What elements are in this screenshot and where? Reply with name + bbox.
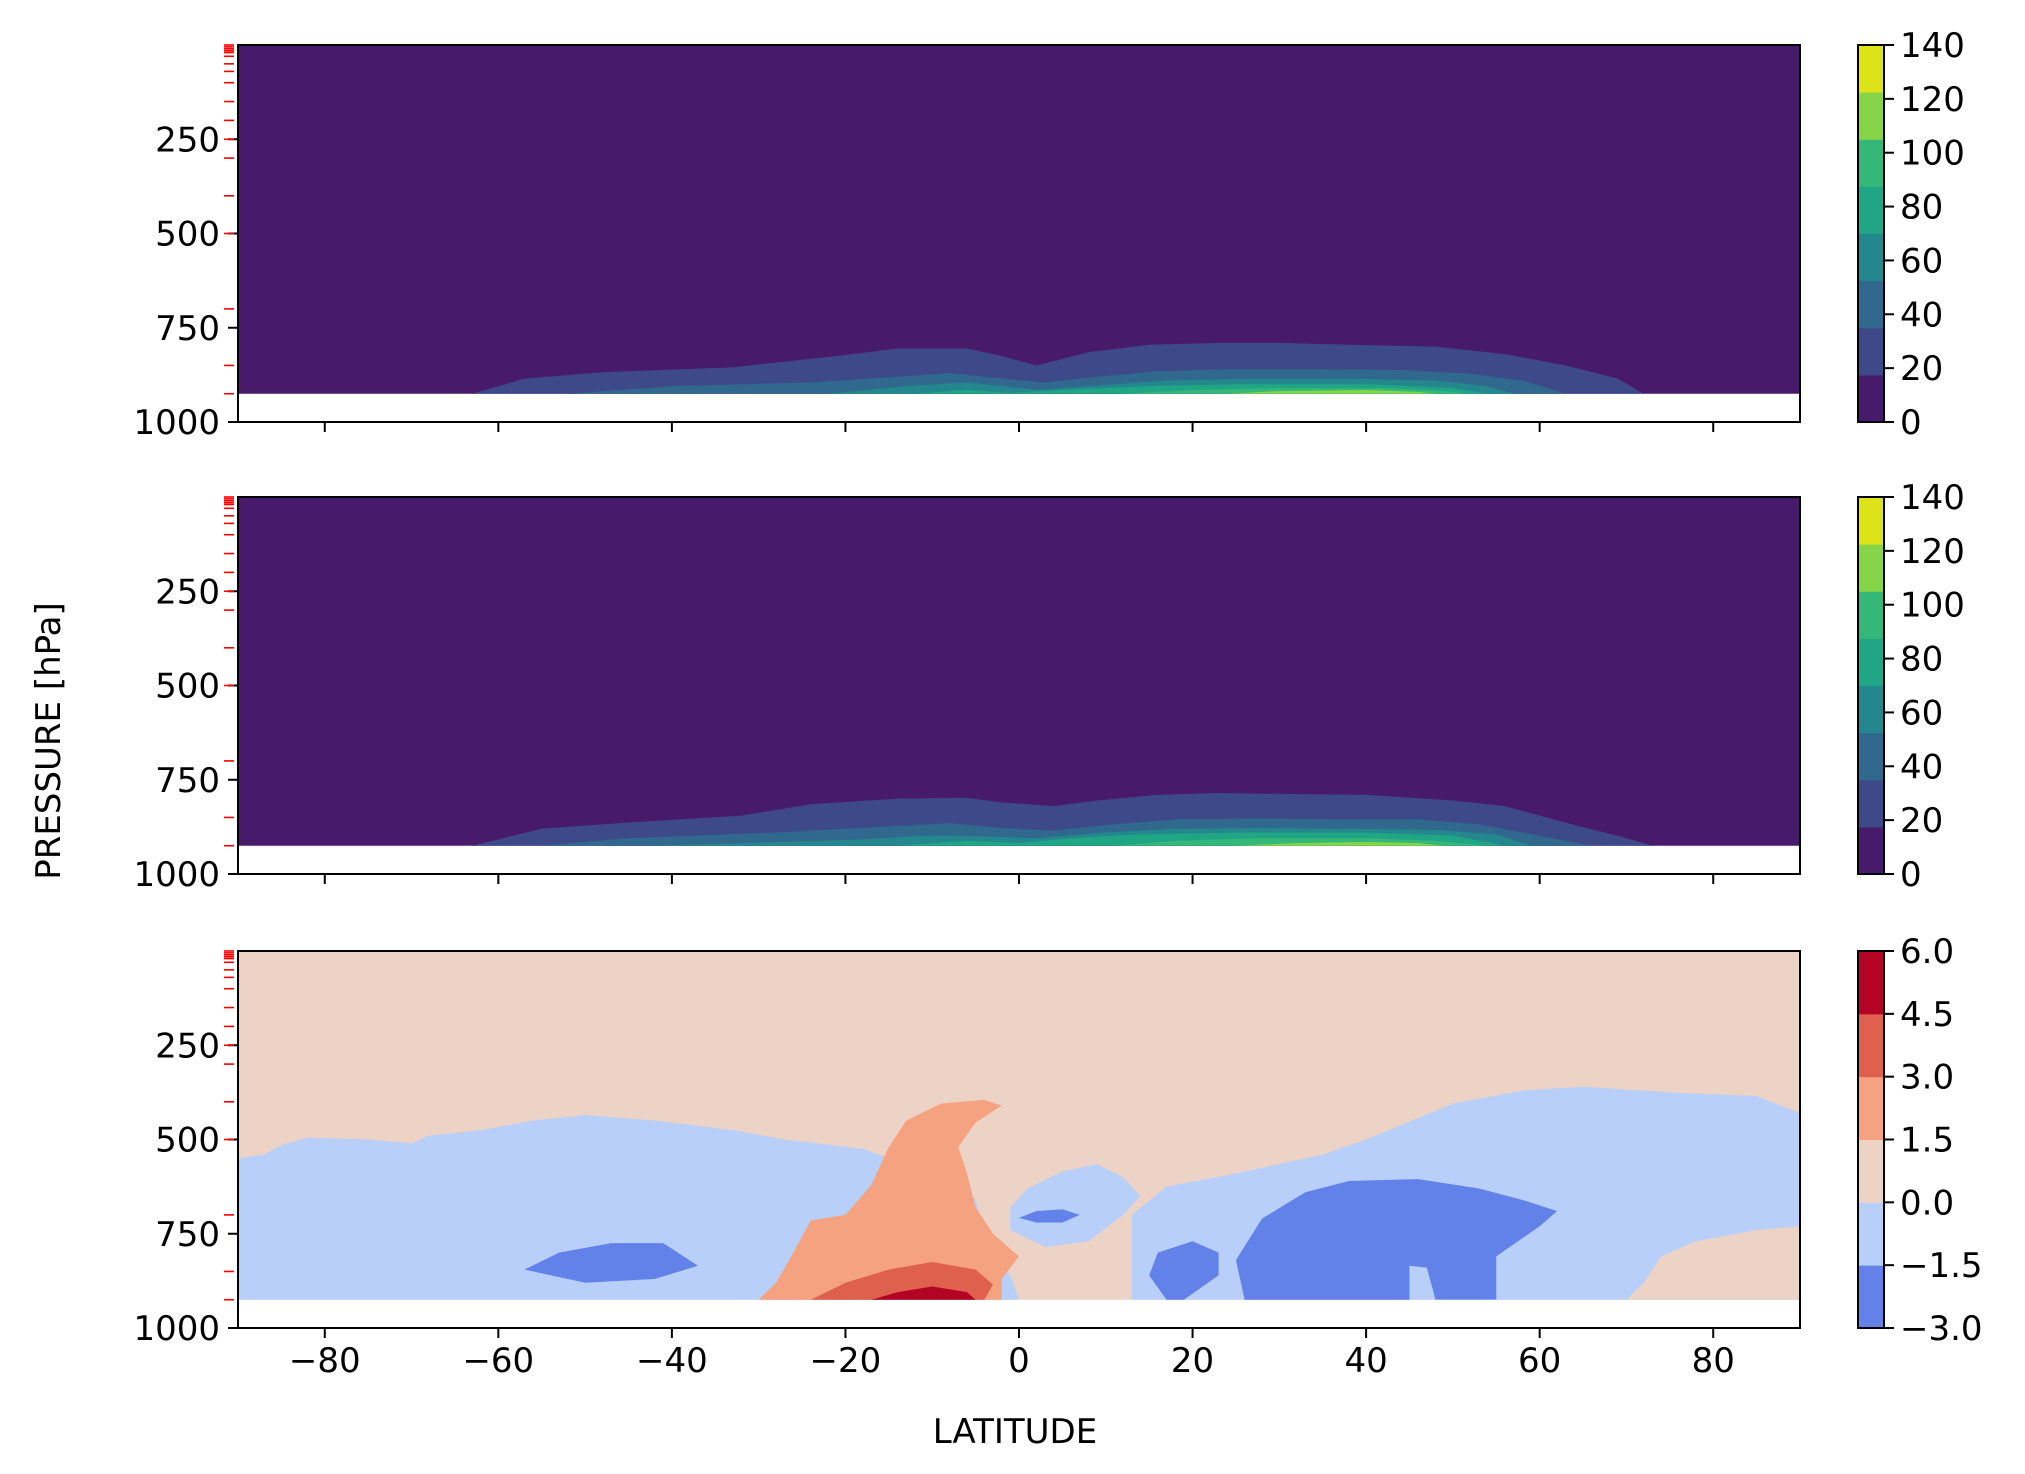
colorbar-tick-label: 20 [1900, 801, 1943, 841]
colorbar-tick-label: 100 [1900, 134, 1965, 174]
colorbar-tick-label: 0 [1900, 403, 1922, 443]
y-tick-label: 250 [155, 1026, 220, 1066]
contour-region-5 [1149, 1241, 1219, 1300]
colorbar: 0 20 40 60 80 100 120 140 [1857, 478, 1965, 895]
colorbar-segment [1858, 1076, 1884, 1140]
panel-middle: 250 500 750 1000 0 20 40 60 80 100 120 140 [133, 478, 1964, 895]
colorbar-segment [1858, 1202, 1884, 1266]
colorbar-segment [1858, 779, 1884, 828]
colorbar-segment [1858, 1265, 1884, 1329]
colorbar-segment [1858, 685, 1884, 734]
colorbar-segment [1858, 732, 1884, 781]
y-tick-label: 250 [155, 120, 220, 160]
colorbar-tick-label: −1.5 [1900, 1246, 1983, 1286]
colorbar-segment [1858, 544, 1884, 592]
colorbar-tick-label: 120 [1900, 80, 1965, 120]
colorbar-tick-label: 3.0 [1900, 1058, 1954, 1098]
colorbar-tick-label: 0 [1900, 855, 1922, 895]
colorbar-segment [1858, 45, 1884, 93]
colorbar-segment [1858, 233, 1884, 282]
y-axis-label: PRESSURE [hPa] [29, 602, 69, 879]
colorbar-segment [1858, 638, 1884, 686]
colorbar-tick-label: 20 [1900, 349, 1943, 389]
colorbar-segment [1858, 826, 1884, 875]
colorbar-tick-label: 6.0 [1900, 932, 1954, 972]
colorbar-segment [1858, 951, 1884, 1015]
y-tick-label: 250 [155, 572, 220, 612]
x-tick-label: 20 [1171, 1341, 1214, 1381]
colorbar-tick-label: 140 [1900, 478, 1965, 518]
x-tick-label: −20 [810, 1341, 882, 1381]
y-tick-label: 500 [155, 215, 220, 255]
colorbar-segment [1858, 374, 1884, 423]
colorbar-segment [1858, 186, 1884, 234]
x-tick-label: 60 [1518, 1341, 1561, 1381]
colorbar-tick-label: 60 [1900, 693, 1943, 733]
colorbar-segment [1858, 327, 1884, 376]
y-tick-label: 500 [155, 1121, 220, 1161]
panel-bottom: −80 −60 −40 −20 0 20 40 60 80 250 500 750 1000 −3.0 −1… [133, 932, 1982, 1381]
x-tick-label: −60 [462, 1341, 534, 1381]
field-background [238, 45, 1800, 394]
y-tick-label: 750 [155, 1215, 220, 1255]
x-tick-label: 80 [1692, 1341, 1735, 1381]
colorbar-segment [1858, 280, 1884, 329]
x-tick-label: −80 [289, 1341, 361, 1381]
colorbar: −3.0 −1.5 0.0 1.5 3.0 4.5 6.0 [1857, 932, 1983, 1349]
colorbar-segment [1858, 1139, 1884, 1203]
colorbar-tick-label: 140 [1900, 26, 1965, 66]
colorbar-tick-label: 1.5 [1900, 1121, 1954, 1161]
contour-region-10 [871, 1286, 976, 1300]
plot-area [238, 951, 1800, 1300]
contour-region-6 [1235, 1179, 1558, 1300]
y-tick-label: 1000 [133, 403, 220, 443]
contour-region-1 [1010, 1164, 1141, 1247]
x-tick-label: 40 [1344, 1341, 1387, 1381]
contour-region-8 [758, 1099, 1019, 1300]
colorbar-tick-label: 100 [1900, 586, 1965, 626]
colorbar-tick-label: −3.0 [1900, 1309, 1983, 1349]
y-tick-label: 750 [155, 761, 220, 801]
x-axis-label: LATITUDE [933, 1412, 1097, 1452]
colorbar-tick-label: 40 [1900, 747, 1943, 787]
plot-area [238, 45, 1800, 394]
y-tick-label: 500 [155, 667, 220, 707]
panel-top: 250 500 750 1000 0 20 40 60 80 100 120 140 [133, 26, 1964, 443]
x-tick-label: 0 [1008, 1341, 1030, 1381]
field-background [238, 497, 1800, 846]
colorbar-tick-label: 80 [1900, 188, 1943, 228]
y-tick-label: 1000 [133, 855, 220, 895]
contour-fill-120 [1235, 841, 1445, 846]
colorbar-segment [1858, 1013, 1884, 1078]
colorbar-tick-label: 60 [1900, 241, 1943, 281]
y-tick-label: 750 [155, 309, 220, 349]
colorbar-tick-label: 40 [1900, 295, 1943, 335]
colorbar-tick-label: 4.5 [1900, 995, 1954, 1035]
colorbar-tick-label: 120 [1900, 532, 1965, 572]
plot-area [238, 497, 1800, 846]
colorbar-frame [1857, 496, 1885, 875]
colorbar-frame [1857, 44, 1885, 423]
colorbar: 0 20 40 60 80 100 120 140 [1857, 26, 1965, 443]
y-tick-label: 1000 [133, 1309, 220, 1349]
colorbar-tick-label: 0.0 [1900, 1183, 1954, 1223]
contour-fill-120 [1227, 389, 1436, 394]
contour-region-3 [524, 1243, 698, 1283]
colorbar-segment [1858, 591, 1884, 639]
colorbar-tick-label: 80 [1900, 640, 1943, 680]
colorbar-segment [1858, 497, 1884, 545]
colorbar-segment [1858, 139, 1884, 187]
x-tick-label: −40 [636, 1341, 708, 1381]
contour-region-4 [1019, 1209, 1080, 1223]
colorbar-segment [1858, 92, 1884, 140]
contour-region-7 [1626, 1226, 1800, 1300]
